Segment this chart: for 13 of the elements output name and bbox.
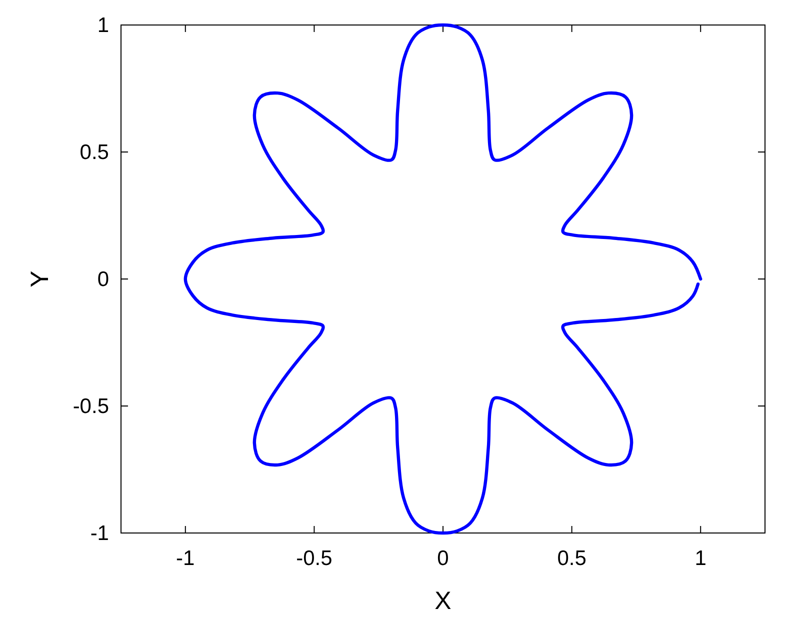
x-tick-label: 0.5 (557, 547, 586, 570)
y-tick-label: 1 (97, 14, 109, 37)
y-axis-title: Y (26, 270, 54, 288)
y-tick-label: 0.5 (80, 141, 109, 164)
y-tick-label: -0.5 (72, 395, 109, 418)
y-tick-label: 0 (97, 268, 109, 291)
line-series (184, 23, 702, 535)
x-axis-title: X (434, 587, 452, 615)
x-tick-label: -0.5 (296, 547, 332, 570)
x-tick-label: -1 (176, 547, 195, 570)
x-tick-label: 1 (694, 547, 706, 570)
x-tick-label: 0 (437, 547, 449, 570)
y-tick-label: -1 (90, 522, 109, 545)
